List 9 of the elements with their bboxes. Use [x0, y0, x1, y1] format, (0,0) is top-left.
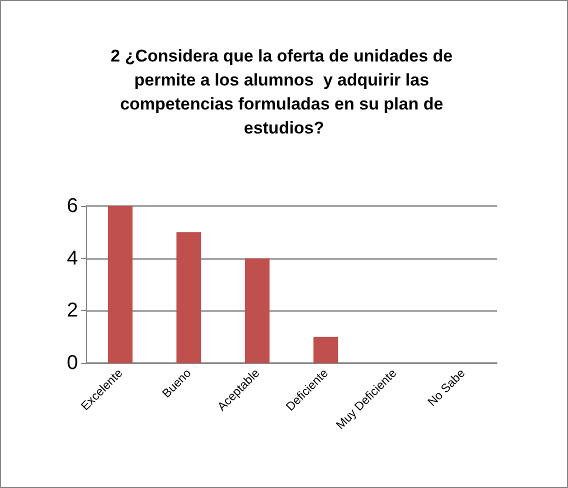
- bar: [108, 206, 133, 363]
- y-tick-label: 0: [66, 352, 78, 374]
- bar: [313, 336, 338, 363]
- chart-title: 2 ¿Considera que la oferta de unidades de permite a los alumnos y adquirir las competencias formuladas en su plan de estudios?: [110, 46, 458, 138]
- y-tick-label: 4: [66, 247, 78, 270]
- y-tick-label: 2: [66, 300, 78, 322]
- bar: [176, 232, 202, 363]
- y-tick-label: 6: [66, 195, 78, 217]
- bar: [244, 258, 270, 363]
